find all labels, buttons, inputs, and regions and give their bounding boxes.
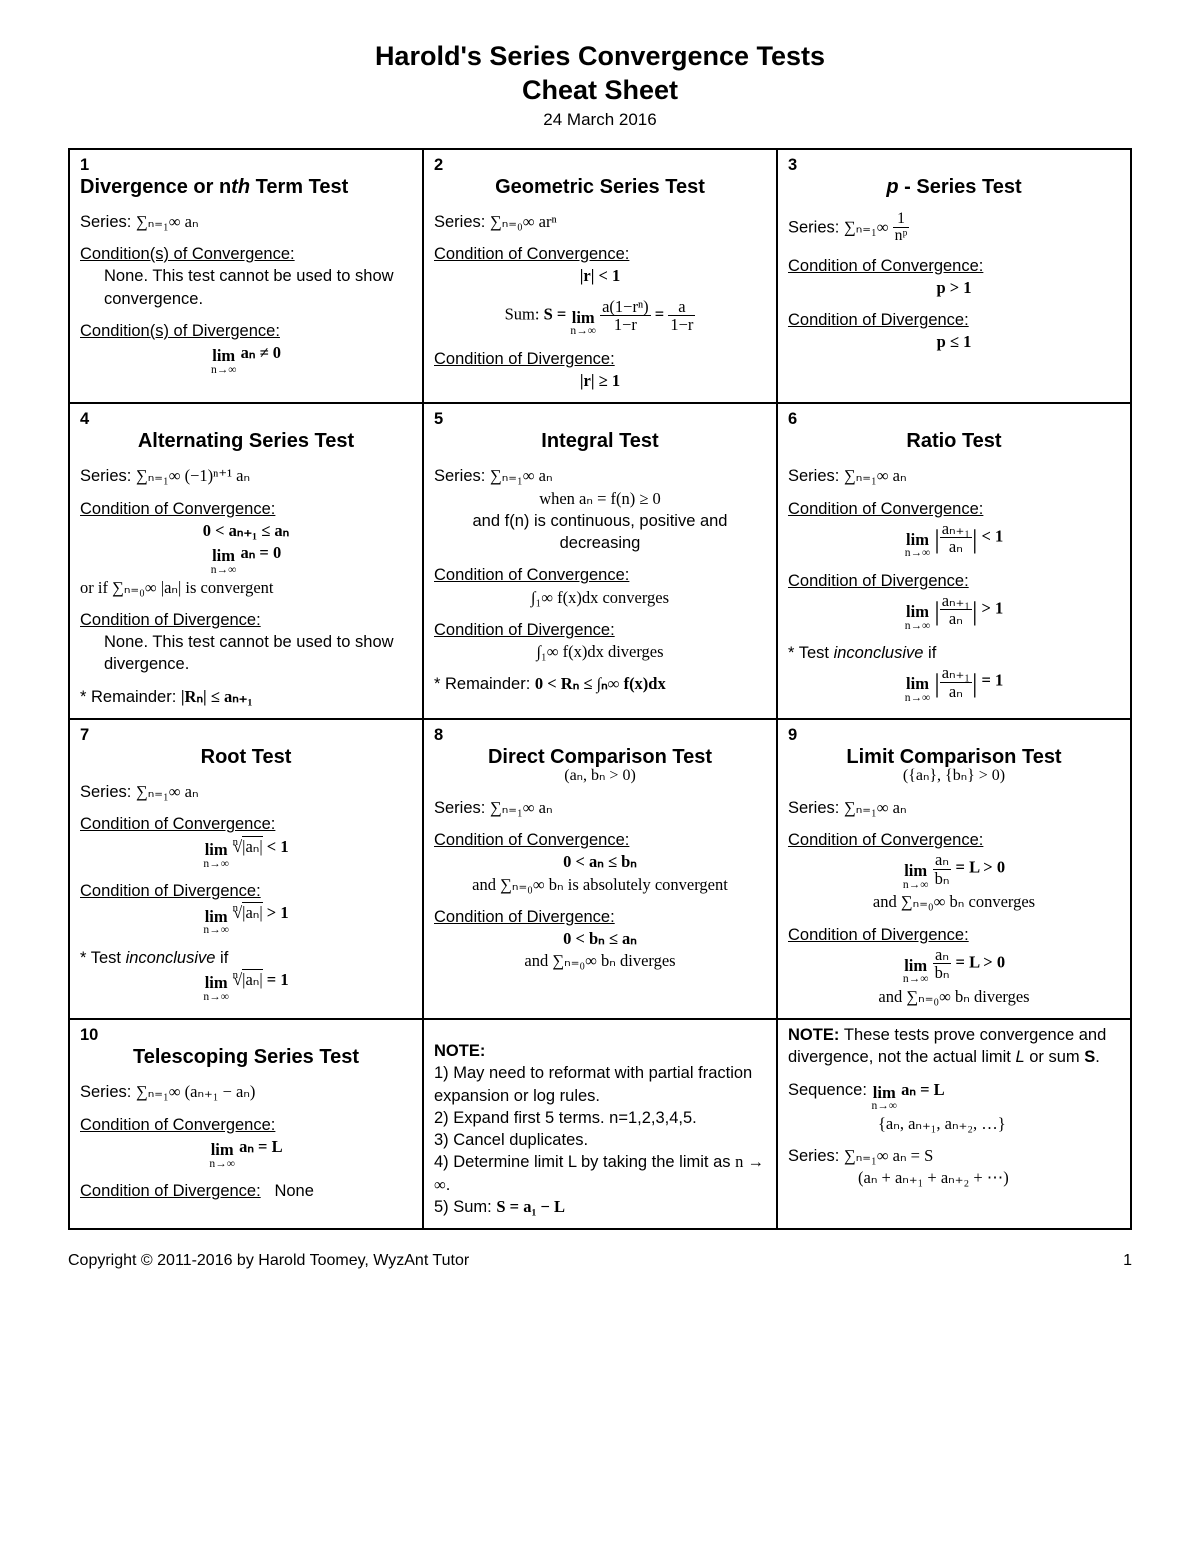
cell-number: 3 [788, 154, 1120, 176]
cell-title: Geometric Series Test [434, 174, 766, 201]
cell-8: 8 Direct Comparison Test (aₙ, bₙ > 0) Se… [423, 719, 777, 1019]
cell-11-note: NOTE: 1) May need to reformat with parti… [423, 1019, 777, 1229]
convergence-block: Condition of Convergence: |r| < 1 [434, 243, 766, 288]
series-line: Series: ∑ₙ₌₁∞ (−1)ⁿ⁺¹ aₙ [80, 465, 412, 487]
cell-number: 4 [80, 408, 412, 430]
cell-5: 5 Integral Test Series: ∑ₙ₌₁∞ aₙ when aₙ… [423, 403, 777, 719]
divergence-block: Condition of Divergence: limn→∞ n√|aₙ| >… [80, 880, 412, 937]
series-line: Series: ∑ₙ₌₁∞ aₙ [788, 465, 1120, 487]
divergence-block: Condition of Divergence: None [80, 1180, 412, 1202]
series-line: Series: ∑ₙ₌₁∞ aₙ [80, 781, 412, 803]
cell-number: 8 [434, 724, 766, 746]
cell-10: 10 Telescoping Series Test Series: ∑ₙ₌₁∞… [69, 1019, 423, 1229]
cell-title: p - Series Test [788, 174, 1120, 201]
divergence-block: Condition of Divergence: 0 < bₙ ≤ aₙ and… [434, 906, 766, 973]
cell-number: 2 [434, 154, 766, 176]
convergence-block: Condition of Convergence: p > 1 [788, 255, 1120, 300]
tests-table: 1 Divergence or nth Term Test Series: ∑ₙ… [68, 148, 1132, 1231]
remainder-line: * Remainder: |Rₙ| ≤ aₙ₊₁ [80, 686, 412, 708]
cell-subtitle: ({aₙ}, {bₙ} > 0) [788, 765, 1120, 787]
footer: Copyright © 2011-2016 by Harold Toomey, … [68, 1252, 1132, 1270]
cell-title: Divergence or nth Term Test [80, 174, 412, 201]
inconclusive-block: * Test inconclusive if limn→∞ n√|aₙ| = 1 [80, 947, 412, 1004]
divergence-block: Condition of Divergence: ∫₁∞ f(x)dx dive… [434, 619, 766, 664]
note-line: 4) Determine limit L by taking the limit… [434, 1151, 766, 1196]
cell-2: 2 Geometric Series Test Series: ∑ₙ₌₀∞ ar… [423, 149, 777, 404]
copyright-text: Copyright © 2011-2016 by Harold Toomey, … [68, 1252, 469, 1270]
cell-number: 7 [80, 724, 412, 746]
convergence-block: Condition of Convergence: ∫₁∞ f(x)dx con… [434, 564, 766, 609]
cell-title: Ratio Test [788, 428, 1120, 455]
cell-4: 4 Alternating Series Test Series: ∑ₙ₌₁∞ … [69, 403, 423, 719]
cell-subtitle: (aₙ, bₙ > 0) [434, 765, 766, 787]
series-line: Series: ∑ₙ₌₁∞ aₙ [434, 797, 766, 819]
series-line: Series: ∑ₙ₌₁∞ aₙ [80, 211, 412, 233]
cell-title: Integral Test [434, 428, 766, 455]
title-line-1: Harold's Series Convergence Tests [68, 40, 1132, 74]
convergence-block: Condition of Convergence: limn→∞ n√|aₙ| … [80, 813, 412, 870]
remainder-line: * Remainder: 0 < Rₙ ≤ ∫ₙ∞ f(x)dx [434, 673, 766, 695]
convergence-block: Condition of Convergence: limn→∞ aₙbₙ = … [788, 829, 1120, 914]
divergence-block: Condition of Divergence: |r| ≥ 1 [434, 348, 766, 393]
cell-9: 9 Limit Comparison Test ({aₙ}, {bₙ} > 0)… [777, 719, 1131, 1019]
convergence-block: Condition of Convergence: 0 < aₙ ≤ bₙ an… [434, 829, 766, 896]
convergence-block: Condition(s) of Convergence: None. This … [80, 243, 412, 310]
sum-line: Sum: S = limn→∞ a(1−rⁿ)1−r = a1−r [434, 298, 766, 338]
divergence-block: Condition of Divergence: p ≤ 1 [788, 309, 1120, 354]
cell-1: 1 Divergence or nth Term Test Series: ∑ₙ… [69, 149, 423, 404]
cell-number: 10 [80, 1024, 412, 1046]
note-heading: NOTE: [434, 1040, 766, 1062]
cell-6: 6 Ratio Test Series: ∑ₙ₌₁∞ aₙ Condition … [777, 403, 1131, 719]
cell-number: 9 [788, 724, 1120, 746]
note-text: NOTE: These tests prove convergence and … [788, 1024, 1120, 1069]
series-line: Series: ∑ₙ₌₀∞ arⁿ [434, 211, 766, 233]
note-line: 3) Cancel duplicates. [434, 1129, 766, 1151]
series-def-line: Series: ∑ₙ₌₁∞ aₙ = S (aₙ + aₙ₊₁ + aₙ₊₂ +… [788, 1145, 1120, 1190]
note-line: 1) May need to reformat with partial fra… [434, 1062, 766, 1107]
title-line-2: Cheat Sheet [68, 74, 1132, 108]
divergence-block: Condition of Divergence: limn→∞ |aₙ₊₁aₙ|… [788, 570, 1120, 632]
series-line: Series: ∑ₙ₌₁∞ (aₙ₊₁ − aₙ) [80, 1081, 412, 1103]
series-line: Series: ∑ₙ₌₁∞ aₙ [788, 797, 1120, 819]
page-number: 1 [1123, 1252, 1132, 1270]
cell-7: 7 Root Test Series: ∑ₙ₌₁∞ aₙ Condition o… [69, 719, 423, 1019]
convergence-block: Condition of Convergence: 0 < aₙ₊₁ ≤ aₙ … [80, 498, 412, 599]
sequence-line: Sequence: limn→∞ aₙ = L {aₙ, aₙ₊₁, aₙ₊₂,… [788, 1079, 1120, 1136]
page: Harold's Series Convergence Tests Cheat … [0, 0, 1200, 1300]
cell-title: Root Test [80, 744, 412, 771]
convergence-block: Condition of Convergence: limn→∞ |aₙ₊₁aₙ… [788, 498, 1120, 560]
cell-number: 6 [788, 408, 1120, 430]
divergence-block: Condition of Divergence: limn→∞ aₙbₙ = L… [788, 924, 1120, 1009]
note-line: 5) Sum: S = a₁ − L [434, 1196, 766, 1218]
divergence-block: Condition of Divergence: None. This test… [80, 609, 412, 676]
title-date: 24 March 2016 [68, 110, 1132, 130]
cell-3: 3 p - Series Test Series: ∑ₙ₌₁∞ 1nᵖ Cond… [777, 149, 1131, 404]
convergence-block: Condition of Convergence: limn→∞ aₙ = L [80, 1114, 412, 1171]
note-line: 2) Expand first 5 terms. n=1,2,3,4,5. [434, 1107, 766, 1129]
cell-title: Telescoping Series Test [80, 1044, 412, 1071]
cell-number: 1 [80, 154, 412, 176]
cell-number: 5 [434, 408, 766, 430]
inconclusive-block: * Test inconclusive if limn→∞ |aₙ₊₁aₙ| =… [788, 642, 1120, 704]
series-line: Series: ∑ₙ₌₁∞ aₙ when aₙ = f(n) ≥ 0 and … [434, 465, 766, 554]
divergence-block: Condition(s) of Divergence: limn→∞ aₙ ≠ … [80, 320, 412, 377]
cell-title: Alternating Series Test [80, 428, 412, 455]
series-line: Series: ∑ₙ₌₁∞ 1nᵖ [788, 211, 1120, 245]
title-block: Harold's Series Convergence Tests Cheat … [68, 40, 1132, 130]
cell-12-note: NOTE: These tests prove convergence and … [777, 1019, 1131, 1229]
